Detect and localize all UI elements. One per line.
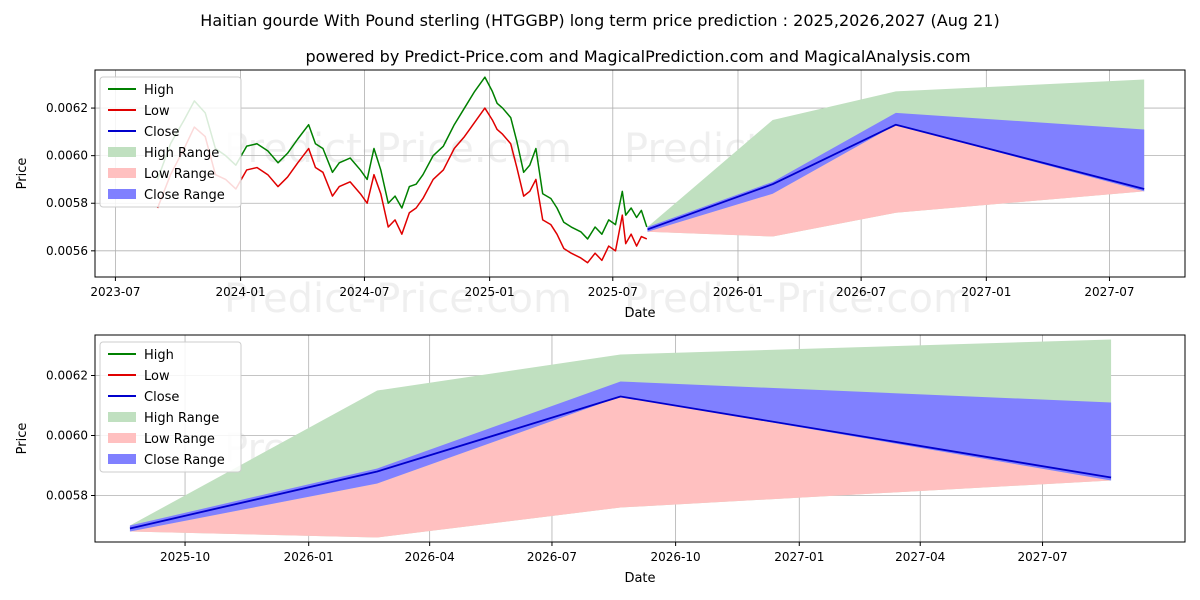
- y-tick-label: 0.0060: [46, 429, 88, 443]
- legend-label-high-range: High Range: [144, 146, 219, 161]
- y-tick-label: 0.0062: [46, 101, 88, 115]
- legend-label-low-range: Low Range: [144, 432, 215, 447]
- x-tick-label: 2026-01: [713, 285, 763, 299]
- x-axis-label: Date: [624, 306, 655, 321]
- y-tick-label: 0.0056: [46, 244, 88, 258]
- legend-swatch-low-range: [108, 168, 136, 178]
- legend-swatch-close-range: [108, 454, 136, 464]
- x-tick-label: 2027-04: [895, 550, 945, 564]
- y-tick-label: 0.0062: [46, 369, 88, 383]
- high-series-line: [156, 76, 648, 240]
- close-series-line: [647, 123, 1145, 231]
- close-series-line: [129, 395, 1112, 530]
- x-tick-label: 2024-01: [216, 285, 266, 299]
- close-range-band: [129, 381, 1112, 532]
- x-axis-label: Date: [624, 571, 655, 586]
- legend: High Low Close High Range Low Range Close Ran…: [99, 76, 242, 208]
- x-tick-label: 2025-10: [160, 550, 210, 564]
- watermark: Predict-Price.com: [224, 276, 572, 322]
- y-tick-label: 0.0058: [46, 489, 88, 503]
- close-range-band: [647, 112, 1145, 232]
- legend-label-high: High: [144, 348, 174, 363]
- low-range-band: [129, 396, 1112, 538]
- x-tick-label: 2027-07: [1017, 550, 1067, 564]
- legend-label-close: Close: [144, 390, 179, 405]
- plot-1: Predict-Price.com Predict-Price.com Predic…: [15, 69, 1186, 322]
- x-tick-label: 2026-04: [405, 550, 455, 564]
- plot-frame: [94, 69, 1186, 278]
- plot-2: Predict-Price.comPredict-Price.com2025-1…: [15, 334, 1186, 586]
- plot-frame: [94, 334, 1186, 543]
- legend-swatch-high-range: [108, 147, 136, 157]
- legend-label-high-range: High Range: [144, 411, 219, 426]
- plot-area: [156, 76, 1145, 264]
- y-tick-label: 0.0058: [46, 196, 88, 210]
- x-tick-label: 2027-07: [1084, 285, 1134, 299]
- legend-swatch-low-range: [108, 433, 136, 443]
- x-tick-label: 2023-07: [90, 285, 140, 299]
- y-tick-label: 0.0060: [46, 149, 88, 163]
- x-tick-label: 2026-07: [836, 285, 886, 299]
- x-tick-label: 2026-01: [284, 550, 334, 564]
- x-tick-label: 2024-07: [339, 285, 389, 299]
- low-series-line: [156, 107, 648, 264]
- x-tick-label: 2027-01: [774, 550, 824, 564]
- legend-swatch-high-range: [108, 412, 136, 422]
- y-axis-label: Price: [15, 158, 30, 190]
- x-tick-label: 2026-07: [527, 550, 577, 564]
- legend-label-close-range: Close Range: [144, 188, 225, 203]
- chart-title: Haitian gourde With Pound sterling (HTGG…: [200, 11, 999, 30]
- y-axis-label: Price: [15, 423, 30, 455]
- legend-label-close-range: Close Range: [144, 453, 225, 468]
- legend-swatch-close-range: [108, 189, 136, 199]
- legend-label-high: High: [144, 83, 174, 98]
- chart-subtitle: powered by Predict-Price.com and Magical…: [305, 47, 970, 66]
- watermark: Predict-Price.com: [624, 276, 972, 322]
- x-tick-label: 2027-01: [961, 285, 1011, 299]
- legend: High Low Close High Range Low Range Close Ran…: [99, 341, 242, 473]
- low-range-band: [647, 124, 1145, 237]
- legend-label-low: Low: [144, 104, 170, 119]
- legend-label-low: Low: [144, 369, 170, 384]
- plot-area: [129, 339, 1112, 538]
- x-tick-label: 2026-10: [651, 550, 701, 564]
- watermark: Predict-Price.com: [224, 126, 572, 172]
- x-tick-label: 2025-01: [465, 285, 515, 299]
- legend-label-low-range: Low Range: [144, 167, 215, 182]
- legend-label-close: Close: [144, 125, 179, 140]
- x-tick-label: 2025-07: [588, 285, 638, 299]
